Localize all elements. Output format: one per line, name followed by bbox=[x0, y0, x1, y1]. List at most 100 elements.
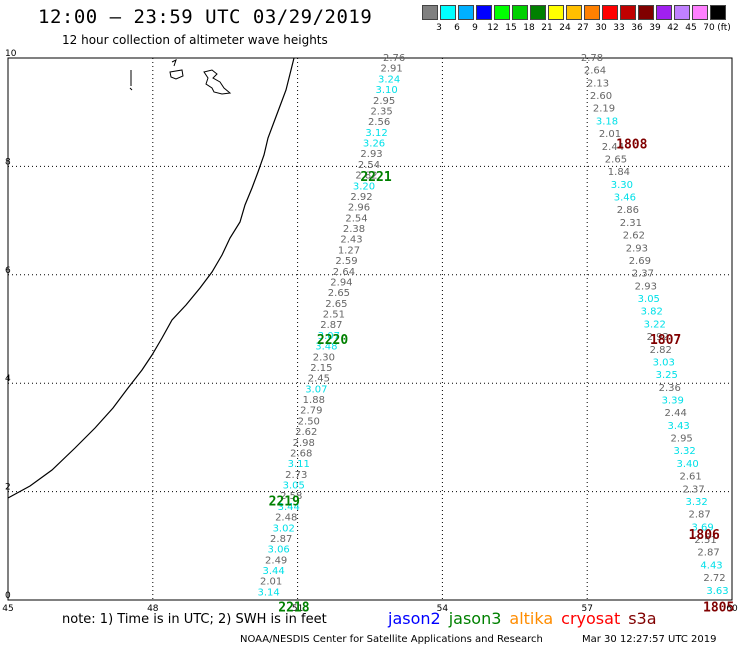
wave-height-value: 2.38 bbox=[343, 224, 365, 235]
scale-swatch bbox=[638, 5, 654, 20]
wave-height-value: 2.91 bbox=[380, 64, 402, 75]
wave-height-value: 2.50 bbox=[298, 416, 320, 427]
footer-timestamp: Mar 30 12:27:57 UTC 2019 bbox=[582, 634, 717, 645]
wave-height-value: 2.43 bbox=[340, 235, 362, 246]
wave-height-value: 3.40 bbox=[677, 459, 699, 470]
wave-height-value: 3.24 bbox=[378, 74, 400, 85]
page-title: 12:00 – 23:59 UTC 03/29/2019 bbox=[38, 6, 373, 28]
wave-height-value: 3.63 bbox=[706, 586, 728, 597]
scale-label: 39 bbox=[649, 23, 661, 33]
scale-label: 3 bbox=[436, 23, 442, 33]
wave-height-value: 3.20 bbox=[353, 181, 375, 192]
scale-swatch bbox=[602, 5, 618, 20]
scale-label: 45 bbox=[685, 23, 697, 33]
x-tick-label: 54 bbox=[437, 604, 449, 614]
wave-height-value: 2.86 bbox=[617, 205, 639, 216]
y-tick-label: 2 bbox=[5, 483, 11, 493]
wave-height-value: 4.43 bbox=[700, 560, 722, 571]
wave-height-value: 2.65 bbox=[605, 154, 627, 165]
scale-swatch bbox=[710, 5, 726, 20]
wave-height-value: 2.59 bbox=[335, 256, 357, 267]
wave-height-value: 2.68 bbox=[290, 448, 312, 459]
pass-time-label: 2220 bbox=[317, 333, 348, 348]
wave-height-value: 3.43 bbox=[668, 421, 690, 432]
wave-height-value: 2.45 bbox=[308, 374, 330, 385]
axis-ticks: 45 48 51 54 57 60 0 2 4 6 8 10 bbox=[2, 49, 738, 614]
wave-height-value: 2.13 bbox=[587, 78, 609, 89]
scale-label: 70 bbox=[703, 23, 715, 33]
wave-height-value: 2.95 bbox=[373, 96, 395, 107]
x-tick-label: 45 bbox=[2, 604, 13, 614]
wave-height-value: 2.01 bbox=[260, 577, 282, 588]
footer-note: note: 1) Time is in UTC; 2) SWH is in fe… bbox=[62, 612, 327, 627]
scale-swatch bbox=[620, 5, 636, 20]
wave-height-value: 1.84 bbox=[608, 167, 630, 178]
wave-height-value: 3.32 bbox=[685, 497, 707, 508]
wave-height-value: 2.48 bbox=[275, 513, 297, 524]
wave-height-value: 3.11 bbox=[288, 459, 310, 470]
satellite-legend: jason2 jason3 altika cryosat s3a bbox=[388, 609, 665, 628]
pass-time-label: 2219 bbox=[269, 494, 300, 509]
wave-height-value: 2.93 bbox=[626, 243, 648, 254]
y-tick-label: 6 bbox=[5, 266, 11, 276]
wave-height-value: 2.95 bbox=[671, 434, 693, 445]
y-tick-label: 8 bbox=[5, 157, 11, 167]
scale-swatch bbox=[440, 5, 456, 20]
y-tick-label: 10 bbox=[5, 49, 17, 59]
wave-height-value: 3.10 bbox=[375, 85, 397, 96]
wave-height-value: 2.58 bbox=[280, 491, 302, 502]
wave-height-value: 3.05 bbox=[638, 294, 660, 305]
wave-height-value: 2.64 bbox=[584, 66, 606, 77]
wave-height-value: 2.37 bbox=[682, 484, 704, 495]
scale-swatch bbox=[548, 5, 564, 20]
wave-height-value: 2.54 bbox=[358, 160, 380, 171]
wave-height-value: 2.65 bbox=[328, 288, 350, 299]
wave-height-value: 3.48 bbox=[315, 342, 337, 353]
wave-height-value: 2.93 bbox=[360, 149, 382, 160]
wave-height-value: 3.22 bbox=[644, 319, 666, 330]
page-subtitle: 12 hour collection of altimeter wave hei… bbox=[62, 33, 328, 47]
wave-height-value: 2.92 bbox=[350, 192, 372, 203]
scale-label: 6 bbox=[454, 23, 460, 33]
scale-label: 33 bbox=[613, 23, 625, 33]
altimeter-tracks: 3.142.013.442.493.062.873.022.483.442.58… bbox=[258, 53, 729, 598]
legend-item-jason3: jason3 bbox=[448, 609, 502, 628]
scale-label: 9 bbox=[472, 23, 478, 33]
wave-height-value: 2.87 bbox=[697, 548, 719, 559]
scale-label: 18 bbox=[523, 23, 535, 33]
wave-height-value: 3.03 bbox=[653, 357, 675, 368]
wave-height-value: 3.39 bbox=[662, 396, 684, 407]
y-tick-label: 4 bbox=[5, 374, 11, 384]
y-tick-label: 0 bbox=[5, 591, 11, 601]
scale-swatch bbox=[584, 5, 600, 20]
wave-height-value: 2.92 bbox=[647, 332, 669, 343]
scale-swatch bbox=[476, 5, 492, 20]
scale-swatch bbox=[458, 5, 474, 20]
wave-height-value: 2.69 bbox=[629, 256, 651, 267]
wave-height-value: 2.87 bbox=[688, 510, 710, 521]
pass-time-label: 1805 bbox=[703, 601, 734, 616]
wave-height-value: 2.56 bbox=[368, 117, 390, 128]
scale-label: 24 bbox=[559, 23, 571, 33]
wave-height-value: 2.82 bbox=[355, 171, 377, 182]
scale-swatch bbox=[566, 5, 582, 20]
pass-time-label: 1806 bbox=[689, 528, 720, 543]
wave-height-value: 2.96 bbox=[348, 203, 370, 214]
wave-height-value: 2.79 bbox=[300, 406, 322, 417]
x-tick-label: 60 bbox=[726, 604, 738, 614]
wave-height-value: 3.06 bbox=[268, 545, 290, 556]
wave-height-value: 2.19 bbox=[593, 104, 615, 115]
wave-height-value: 2.72 bbox=[703, 573, 725, 584]
wave-height-value: 3.30 bbox=[611, 180, 633, 191]
wave-height-value: 2.93 bbox=[635, 281, 657, 292]
pass-time-label: 2218 bbox=[278, 601, 309, 616]
wave-height-value: 3.25 bbox=[656, 370, 678, 381]
footer-credit: NOAA/NESDIS Center for Satellite Applica… bbox=[240, 634, 543, 645]
wave-height-value: 2.62 bbox=[295, 427, 317, 438]
wave-height-value: 3.82 bbox=[641, 307, 663, 318]
pass-time-label: 1808 bbox=[616, 138, 647, 153]
wave-height-value: 3.46 bbox=[614, 193, 636, 204]
wave-height-value: 2.87 bbox=[270, 534, 292, 545]
wave-height-value: 2.49 bbox=[265, 555, 287, 566]
scale-label: 21 bbox=[541, 23, 553, 33]
